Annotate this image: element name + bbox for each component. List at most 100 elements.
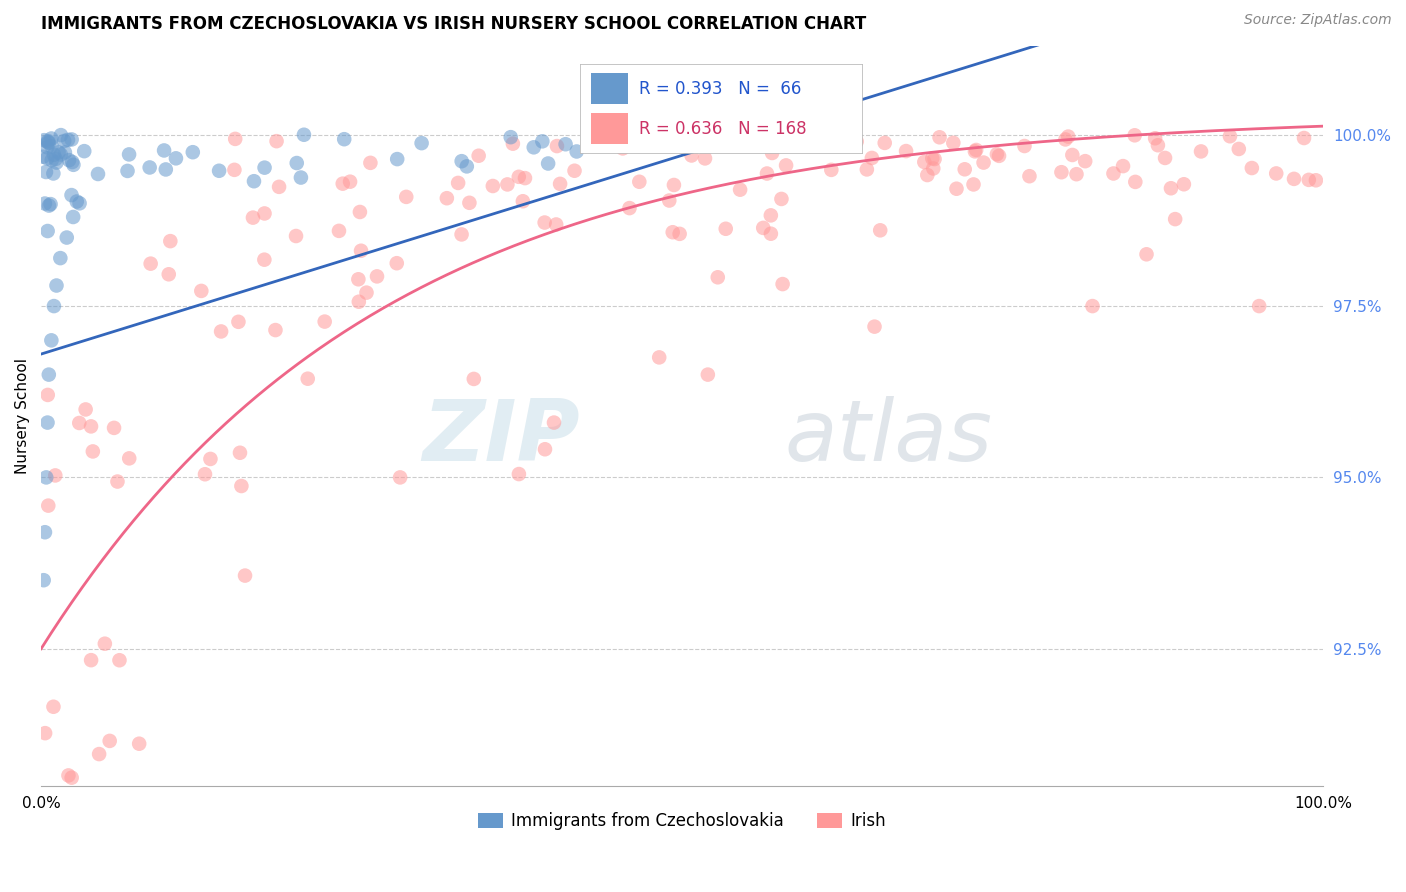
Point — [962, 178, 984, 192]
Point — [779, 132, 801, 146]
Point — [450, 154, 472, 169]
Point — [825, 129, 848, 144]
Point — [942, 136, 965, 150]
Point — [253, 161, 276, 175]
Point — [37, 416, 59, 430]
Point — [463, 372, 485, 386]
Point — [385, 256, 408, 270]
Point — [1189, 145, 1212, 159]
Point — [157, 267, 180, 281]
Point — [153, 144, 176, 158]
Point — [35, 470, 58, 484]
Point — [860, 151, 883, 165]
Point — [314, 315, 336, 329]
Point — [80, 653, 103, 667]
Point — [482, 179, 505, 194]
Point — [873, 136, 896, 150]
Point — [62, 158, 84, 172]
Point — [759, 227, 782, 241]
Point — [32, 573, 55, 587]
Point — [42, 166, 65, 180]
Point — [58, 153, 80, 168]
Point — [267, 179, 290, 194]
Point — [32, 133, 55, 147]
Y-axis label: Nursery School: Nursery School — [15, 358, 30, 474]
Point — [228, 315, 250, 329]
Point — [208, 163, 231, 178]
Point — [75, 402, 97, 417]
Point — [242, 211, 264, 225]
Point — [229, 446, 252, 460]
Point — [37, 388, 59, 402]
Point — [37, 224, 59, 238]
Point — [1282, 172, 1305, 186]
Point — [496, 178, 519, 192]
Point — [512, 194, 534, 209]
Point — [912, 155, 935, 169]
Point — [1135, 247, 1157, 261]
Point — [845, 135, 868, 149]
Point — [1227, 142, 1250, 156]
Point — [533, 215, 555, 229]
Point — [32, 150, 55, 164]
Point — [58, 768, 80, 782]
Point — [1123, 175, 1146, 189]
Point — [39, 197, 62, 211]
Point — [231, 479, 253, 493]
Point — [818, 131, 841, 145]
Point — [643, 129, 665, 144]
Point — [328, 224, 350, 238]
Point — [55, 230, 77, 244]
Point — [922, 161, 945, 176]
Point — [770, 192, 793, 206]
Point — [546, 218, 568, 232]
Point — [661, 225, 683, 239]
Point — [37, 151, 59, 165]
Point — [714, 221, 737, 235]
Point — [1050, 165, 1073, 179]
Point — [565, 145, 588, 159]
Point — [387, 152, 409, 166]
Point — [1062, 148, 1084, 162]
Point — [103, 421, 125, 435]
Point — [759, 208, 782, 222]
Point — [243, 174, 266, 188]
Point — [1219, 129, 1241, 144]
Point — [48, 145, 70, 160]
Point — [285, 229, 308, 244]
Point — [662, 178, 685, 192]
Point — [389, 470, 412, 484]
Point — [668, 227, 690, 241]
Point — [118, 451, 141, 466]
Point — [1240, 161, 1263, 175]
Point — [350, 244, 373, 258]
Point — [658, 194, 681, 208]
Point — [467, 149, 489, 163]
Point — [66, 194, 89, 209]
Point — [707, 270, 730, 285]
Point — [619, 201, 641, 215]
Point — [366, 269, 388, 284]
Point — [200, 452, 222, 467]
Point — [138, 161, 160, 175]
Point — [347, 272, 370, 286]
Point — [253, 252, 276, 267]
Point — [499, 130, 522, 145]
Point — [1054, 132, 1077, 146]
Point — [297, 372, 319, 386]
Point — [395, 190, 418, 204]
Point — [118, 147, 141, 161]
Point — [285, 156, 308, 170]
Point — [155, 162, 177, 177]
Point — [537, 156, 560, 170]
Point — [34, 525, 56, 540]
Point — [1305, 173, 1327, 187]
Point — [1081, 299, 1104, 313]
Point — [696, 130, 718, 145]
Point — [1102, 166, 1125, 180]
Point — [803, 134, 825, 148]
Point — [107, 475, 129, 489]
Point — [1123, 128, 1146, 143]
Point — [696, 368, 718, 382]
Point — [1265, 166, 1288, 180]
